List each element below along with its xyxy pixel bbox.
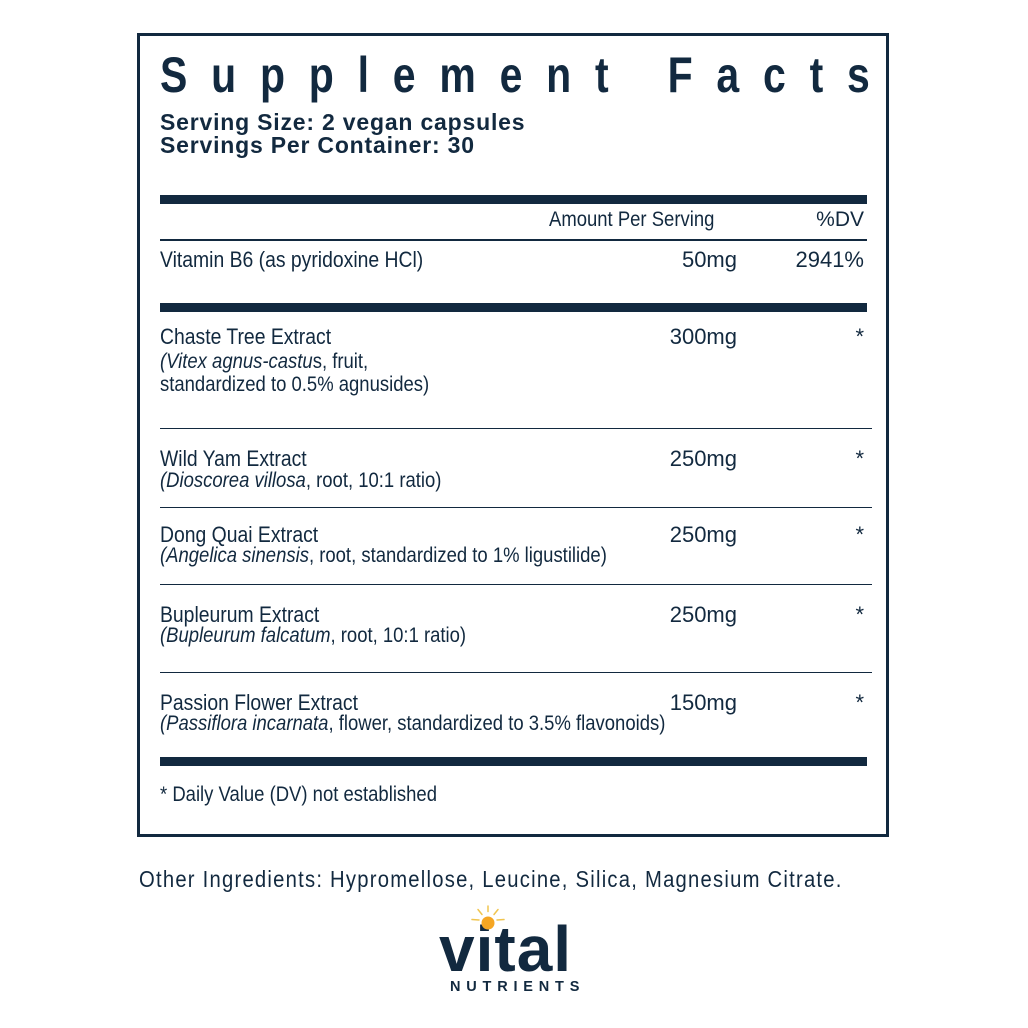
svg-text:vital: vital bbox=[439, 913, 572, 985]
svg-text:NUTRIENTS: NUTRIENTS bbox=[450, 979, 585, 995]
